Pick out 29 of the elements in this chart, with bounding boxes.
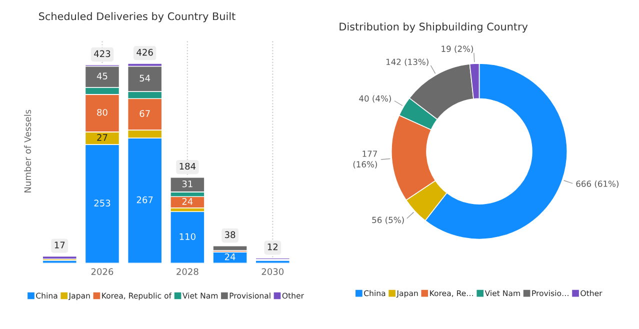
data-label: 666 (61%) xyxy=(576,180,618,188)
data-label: 31 xyxy=(182,180,192,188)
data-label: 27 xyxy=(97,134,108,141)
total-label: 17 xyxy=(54,242,65,248)
total-label: 184 xyxy=(180,162,196,170)
data-label: 267 xyxy=(136,196,153,204)
chart-title: Scheduled Deliveries by Country Built xyxy=(39,12,236,22)
data-label: 177 (16%) xyxy=(353,150,377,168)
x-tick-label: 2028 xyxy=(176,268,198,276)
total-label: 12 xyxy=(268,243,278,250)
data-label: 142 (13%) xyxy=(386,58,428,66)
x-tick-label: 2030 xyxy=(262,268,284,276)
total-label: 38 xyxy=(224,231,236,238)
data-label: 56 (5%) xyxy=(372,216,404,224)
y-axis-title: Number of Vessels xyxy=(24,110,32,192)
total-label: 426 xyxy=(136,48,153,56)
data-label: 110 xyxy=(180,233,196,240)
data-label: 40 (4%) xyxy=(359,95,391,103)
data-label: 45 xyxy=(96,72,108,80)
data-label: 19 (2%) xyxy=(442,46,474,53)
data-label: 80 xyxy=(97,108,108,116)
x-tick-label: 2026 xyxy=(91,268,114,276)
data-label: 253 xyxy=(94,200,110,207)
total-label: 423 xyxy=(94,50,110,58)
data-label: 54 xyxy=(140,74,150,82)
chart-title: Distribution by Shipbuilding Country xyxy=(340,22,528,33)
data-label: 24 xyxy=(224,253,236,260)
data-label: 67 xyxy=(140,110,150,117)
data-label: 24 xyxy=(182,198,193,205)
